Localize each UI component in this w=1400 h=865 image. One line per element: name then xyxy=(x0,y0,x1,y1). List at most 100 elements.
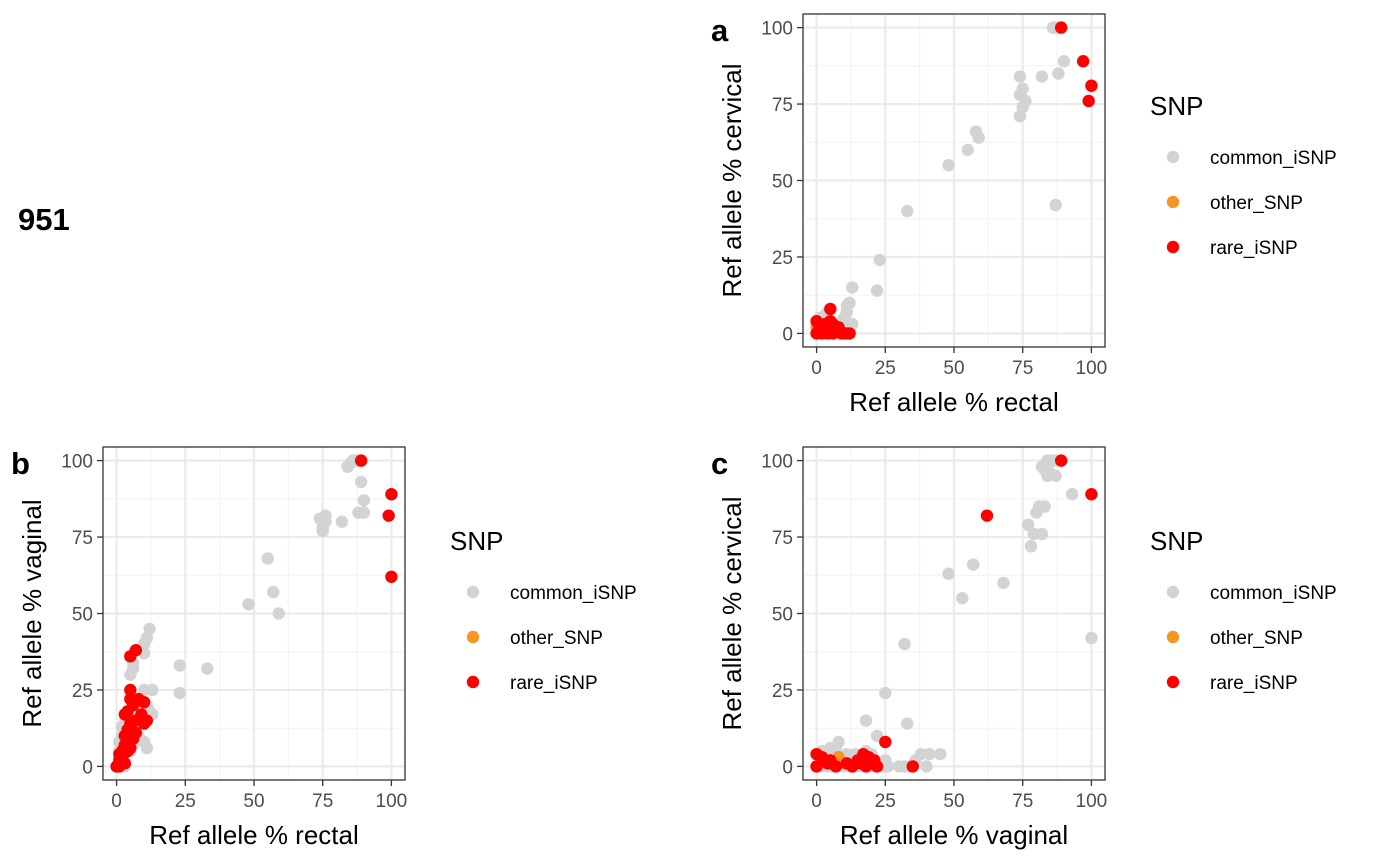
point-common_iSNP xyxy=(173,659,186,672)
point-common_iSNP xyxy=(870,284,884,297)
y-tick-label: 0 xyxy=(82,757,93,778)
point-common_iSNP xyxy=(923,747,936,761)
point-common_iSNP xyxy=(242,598,255,611)
legend-key-common_iSNP xyxy=(466,585,480,599)
point-common_iSNP xyxy=(267,585,280,599)
point-common_iSNP xyxy=(354,475,368,489)
point-common_iSNP xyxy=(942,159,955,172)
legend-label-other_SNP: other_SNP xyxy=(510,628,603,649)
point-common_iSNP xyxy=(1013,70,1027,83)
point-common_iSNP xyxy=(1035,70,1049,83)
point-common_iSNP xyxy=(261,552,274,565)
point-rare_iSNP xyxy=(821,757,834,770)
legend-label-common_iSNP: common_iSNP xyxy=(1210,148,1337,169)
point-common_iSNP xyxy=(824,741,837,755)
point-common_iSNP xyxy=(901,717,914,730)
point-rare_iSNP xyxy=(385,488,398,501)
point-common_iSNP xyxy=(879,686,892,700)
legend-label-rare_iSNP: rare_iSNP xyxy=(1210,238,1298,259)
point-rare_iSNP xyxy=(382,509,395,522)
x-tick-label: 75 xyxy=(1012,791,1033,812)
point-common_iSNP xyxy=(1049,198,1062,212)
point-rare_iSNP xyxy=(124,683,137,697)
legend-title: SNP xyxy=(1150,91,1203,121)
x-axis-label: Ref allele % rectal xyxy=(849,387,1059,417)
x-tick-label: 50 xyxy=(943,358,964,379)
x-tick-label: 75 xyxy=(1012,358,1033,379)
point-rare_iSNP xyxy=(124,650,137,663)
panel-b: 0 25 50 75 100 0 25 50 75 100 Ref allele % rectal R… xyxy=(11,446,637,850)
y-tick-label: 100 xyxy=(61,452,93,473)
point-rare_iSNP xyxy=(854,757,867,770)
legend: SNP common_iSNP other_SNP rare_iSNP xyxy=(450,526,637,694)
x-axis-label: Ref allele % rectal xyxy=(149,820,359,850)
x-tick-label: 0 xyxy=(811,358,822,379)
x-tick-label: 25 xyxy=(875,358,896,379)
point-common_iSNP xyxy=(873,253,886,267)
legend-key-other_SNP xyxy=(1166,195,1180,209)
point-common_iSNP xyxy=(137,683,151,697)
point-common_iSNP xyxy=(272,607,285,620)
point-common_iSNP xyxy=(961,143,974,157)
point-common_iSNP xyxy=(967,558,980,571)
point-rare_iSNP xyxy=(1076,55,1090,68)
legend-key-rare_iSNP xyxy=(1166,240,1180,254)
point-rare_iSNP xyxy=(980,509,994,522)
panel-a: 0 25 50 75 100 0 25 50 75 100 Ref allele % rectal R… xyxy=(711,13,1337,417)
y-tick-label: 0 xyxy=(782,324,793,345)
point-common_iSNP xyxy=(1065,488,1079,501)
point-rare_iSNP xyxy=(879,735,892,749)
x-tick-label: 50 xyxy=(943,791,964,812)
y-tick-label: 75 xyxy=(72,528,93,549)
point-rare_iSNP xyxy=(870,760,884,773)
point-rare_iSNP xyxy=(840,757,854,770)
legend-label-other_SNP: other_SNP xyxy=(1210,193,1303,214)
y-tick-label: 25 xyxy=(772,248,793,269)
legend-key-rare_iSNP xyxy=(466,675,480,689)
point-rare_iSNP xyxy=(1054,21,1068,34)
legend-label-rare_iSNP: rare_iSNP xyxy=(1210,673,1298,694)
point-common_iSNP xyxy=(997,576,1010,590)
point-common_iSNP xyxy=(173,686,186,700)
y-axis-label: Ref allele % cervical xyxy=(717,63,747,297)
point-rare_iSNP xyxy=(1085,488,1098,501)
point-common_iSNP xyxy=(859,714,873,727)
point-common_iSNP xyxy=(1030,506,1043,519)
x-tick-label: 0 xyxy=(811,791,822,812)
y-tick-label: 100 xyxy=(761,19,793,40)
panel-c: 0 25 50 75 100 0 25 50 75 100 Ref allele % vaginal… xyxy=(711,446,1337,850)
point-rare_iSNP xyxy=(843,327,856,340)
x-tick-label: 75 xyxy=(312,791,333,812)
point-common_iSNP xyxy=(1052,67,1065,80)
x-tick-label: 50 xyxy=(243,791,264,812)
point-rare_iSNP xyxy=(385,570,398,584)
point-common_iSNP xyxy=(1013,110,1027,123)
panel-label: a xyxy=(711,13,729,48)
point-rare_iSNP xyxy=(118,757,132,770)
point-common_iSNP xyxy=(934,747,947,761)
point-common_iSNP xyxy=(335,515,349,528)
point-rare_iSNP xyxy=(1054,454,1068,467)
x-tick-label: 100 xyxy=(376,791,408,812)
point-rare_iSNP xyxy=(815,327,829,340)
point-common_iSNP xyxy=(124,668,137,681)
point-rare_iSNP xyxy=(137,695,151,709)
point-rare_iSNP xyxy=(826,327,840,340)
point-rare_iSNP xyxy=(118,708,132,721)
x-axis-label: Ref allele % vaginal xyxy=(840,820,1068,850)
legend: SNP common_iSNP other_SNP rare_iSNP xyxy=(1150,526,1337,694)
y-axis-label: Ref allele % cervical xyxy=(717,496,747,730)
point-common_iSNP xyxy=(352,506,365,519)
panel-label: c xyxy=(711,446,728,481)
legend-label-common_iSNP: common_iSNP xyxy=(510,583,637,604)
point-common_iSNP xyxy=(1022,518,1035,532)
y-tick-label: 50 xyxy=(72,605,93,626)
point-common_iSNP xyxy=(140,741,154,755)
panels-group: 0 25 50 75 100 0 25 50 75 100 Ref allele % rectal R… xyxy=(11,13,1337,850)
y-tick-label: 25 xyxy=(772,681,793,702)
point-common_iSNP xyxy=(357,494,371,507)
point-common_iSNP xyxy=(1057,55,1071,68)
point-common_iSNP xyxy=(1035,527,1049,541)
y-tick-label: 50 xyxy=(772,605,793,626)
